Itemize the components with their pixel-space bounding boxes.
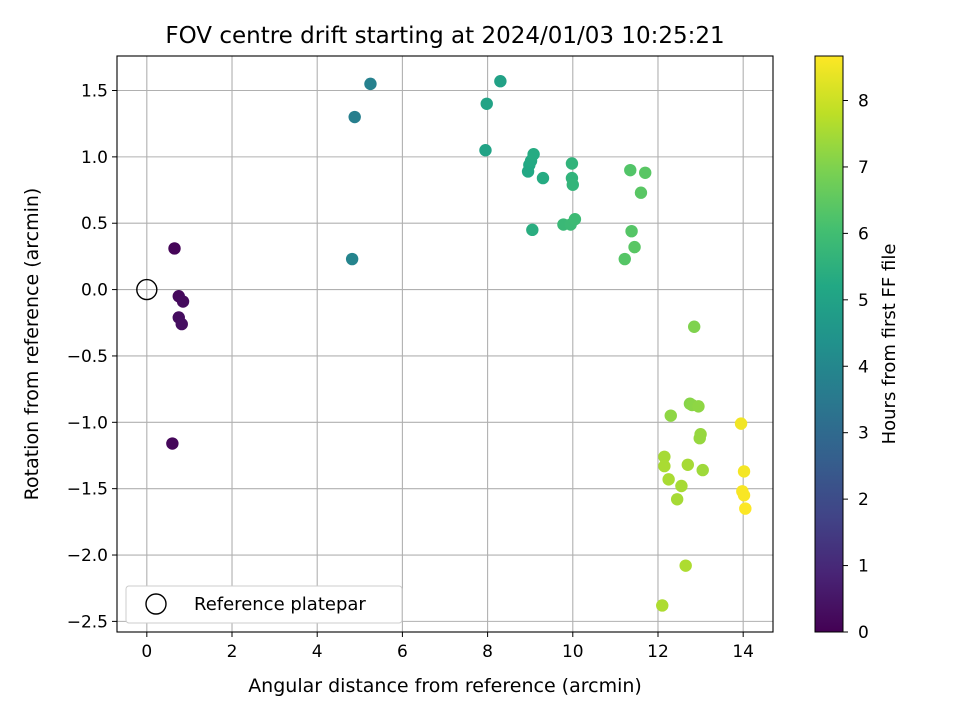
data-point	[737, 465, 751, 478]
data-point	[628, 240, 641, 254]
data-point	[176, 295, 190, 308]
data-point	[658, 450, 671, 464]
y-tick-label: 1.0	[81, 148, 108, 168]
colorbar-tick-label: 2	[858, 490, 869, 510]
x-tick-label: 6	[397, 642, 408, 662]
x-tick-label: 10	[562, 642, 584, 662]
reference-marker-layer	[136, 278, 158, 301]
data-point	[345, 252, 359, 266]
colorbar: 0 1 2 3 4 5 6 7 8 Hours from first FF file	[814, 55, 900, 643]
x-tick-label: 2	[227, 642, 238, 662]
data-point	[618, 252, 631, 266]
legend: Reference platepar	[125, 585, 403, 624]
data-point	[568, 213, 582, 226]
colorbar-gradient	[814, 55, 844, 633]
data-point	[527, 148, 540, 161]
colorbar-tick-label: 7	[858, 158, 869, 178]
data-point	[166, 437, 179, 450]
y-tick-label: 1.5	[81, 82, 108, 102]
legend-reference-marker	[145, 593, 167, 615]
legend-box	[125, 585, 403, 624]
data-point	[679, 559, 692, 572]
data-point	[536, 171, 550, 185]
data-point	[656, 599, 669, 612]
colorbar-tick-label: 4	[858, 357, 869, 377]
x-axis-ticks: 0 2 4 6 8 10 12 14	[141, 632, 754, 662]
y-tick-label: −0.5	[67, 347, 108, 367]
colorbar-tick-label: 6	[858, 224, 869, 244]
colorbar-ticks: 0 1 2 3 4 5 6 7 8	[843, 92, 869, 643]
data-point	[479, 144, 492, 157]
data-point	[662, 473, 675, 486]
colorbar-tick-label: 3	[858, 424, 869, 444]
y-tick-label: −1.0	[67, 413, 108, 433]
y-tick-label: 0.5	[81, 214, 108, 234]
grid	[117, 56, 773, 632]
y-tick-label: −2.5	[67, 612, 108, 632]
data-point	[364, 77, 377, 91]
data-point	[625, 224, 638, 238]
y-tick-label: 0.0	[81, 281, 108, 301]
colorbar-tick-label: 8	[858, 92, 869, 112]
x-tick-label: 8	[482, 642, 493, 662]
data-point	[675, 479, 688, 493]
reference-platepar-marker	[136, 278, 158, 301]
data-point	[168, 242, 181, 255]
chart-title: FOV centre drift starting at 2024/01/03 …	[165, 23, 724, 49]
y-tick-label: −2.0	[67, 546, 108, 566]
data-point	[681, 458, 695, 471]
data-point	[692, 400, 705, 413]
data-point	[348, 110, 361, 124]
data-point	[734, 417, 748, 430]
y-axis-label: Rotation from reference (arcmin)	[21, 188, 43, 501]
data-point	[624, 163, 637, 177]
x-tick-label: 14	[732, 642, 754, 662]
colorbar-tick-label: 5	[858, 291, 869, 311]
data-point	[696, 463, 709, 477]
data-point	[565, 157, 579, 170]
x-tick-label: 12	[647, 642, 669, 662]
data-point	[566, 178, 579, 191]
plot-frame	[116, 55, 774, 633]
data-point	[670, 493, 684, 506]
data-point	[639, 166, 652, 179]
data-point	[664, 409, 677, 422]
data-point	[658, 459, 671, 473]
scatter-points	[166, 75, 752, 612]
data-point	[739, 502, 752, 515]
data-point	[526, 223, 539, 237]
data-point	[634, 186, 648, 199]
colorbar-tick-label: 1	[858, 557, 869, 577]
data-point	[737, 489, 751, 502]
x-tick-label: 4	[312, 642, 323, 662]
data-point	[687, 320, 701, 333]
colorbar-label: Hours from first FF file	[879, 244, 900, 445]
colorbar-tick-label: 0	[858, 623, 869, 643]
x-axis-label: Angular distance from reference (arcmin)	[248, 675, 642, 697]
y-tick-label: −1.5	[67, 480, 108, 500]
data-point	[693, 432, 706, 445]
legend-entry-reference: Reference platepar	[194, 594, 366, 615]
data-point	[175, 317, 188, 331]
y-axis-ticks: −2.5 −2.0 −1.5 −1.0 −0.5 0.0 0.5 1.0 1.5	[67, 82, 117, 632]
data-point	[494, 75, 507, 88]
x-tick-label: 0	[141, 642, 152, 662]
data-point	[480, 97, 493, 110]
